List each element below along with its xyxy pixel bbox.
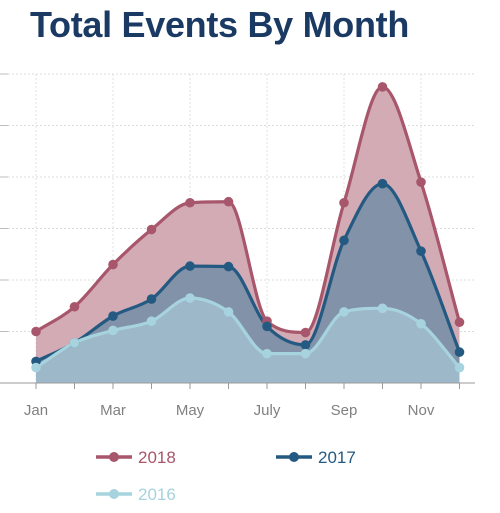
point-2017-Mar <box>108 311 118 321</box>
point-2016-Nov <box>416 318 426 329</box>
point-2016-May <box>185 293 195 303</box>
point-2018-Jun <box>223 196 234 207</box>
legend: 2018 2017 2016 <box>96 448 356 504</box>
legend-item-2016[interactable]: 2016 <box>96 485 176 504</box>
point-2017-May <box>185 261 195 271</box>
point-2017-Nov <box>416 246 426 256</box>
legend-swatch-dot <box>289 452 299 462</box>
point-2017-Apr <box>146 294 157 304</box>
series-points <box>31 82 465 373</box>
point-2017-Aug <box>300 340 311 350</box>
point-2018-May <box>185 197 195 208</box>
legend-label: 2018 <box>138 448 176 467</box>
x-axis: Jan Mar May July Sep Nov <box>0 382 475 419</box>
point-2018-Mar <box>108 259 118 270</box>
point-2018-Dec <box>454 317 465 328</box>
legend-label: 2017 <box>318 448 356 467</box>
x-tick-label: Jan <box>24 402 48 419</box>
legend-swatch-dot <box>109 452 119 462</box>
point-2016-Jan <box>31 362 41 373</box>
point-2016-Oct <box>377 303 388 314</box>
legend-label: 2016 <box>138 485 176 504</box>
point-2016-Dec <box>454 362 465 373</box>
point-2018-Feb <box>69 301 80 312</box>
point-2018-Sep <box>339 197 349 208</box>
x-tick-label: May <box>176 402 205 419</box>
area-series-2016 <box>36 298 460 383</box>
legend-swatch-dot <box>109 489 119 499</box>
x-tick-label: Sep <box>331 402 358 419</box>
point-2018-Jan <box>31 326 41 337</box>
point-2016-Feb <box>69 338 80 348</box>
point-2016-Apr <box>146 316 157 327</box>
point-2018-Apr <box>146 224 157 235</box>
point-2017-Sep <box>339 235 349 246</box>
legend-item-2017[interactable]: 2017 <box>276 448 356 467</box>
point-2016-Jun <box>223 307 234 317</box>
point-2016-Sep <box>339 307 349 317</box>
point-2018-Oct <box>377 82 388 92</box>
point-2017-Oct <box>377 178 388 189</box>
page-title: Total Events By Month <box>30 4 410 45</box>
point-2016-Mar <box>108 325 118 336</box>
x-tick-label: July <box>254 402 281 419</box>
legend-item-2018[interactable]: 2018 <box>96 448 176 467</box>
point-2017-July <box>262 321 272 332</box>
x-tick-label: Mar <box>100 402 126 419</box>
point-2016-Aug <box>300 348 311 359</box>
point-2018-Nov <box>416 177 426 187</box>
point-2016-July <box>262 348 272 359</box>
point-2018-Aug <box>300 327 311 338</box>
x-tick-label: Nov <box>408 402 435 419</box>
point-2017-Dec <box>454 347 465 357</box>
point-2017-Jun <box>223 261 234 272</box>
